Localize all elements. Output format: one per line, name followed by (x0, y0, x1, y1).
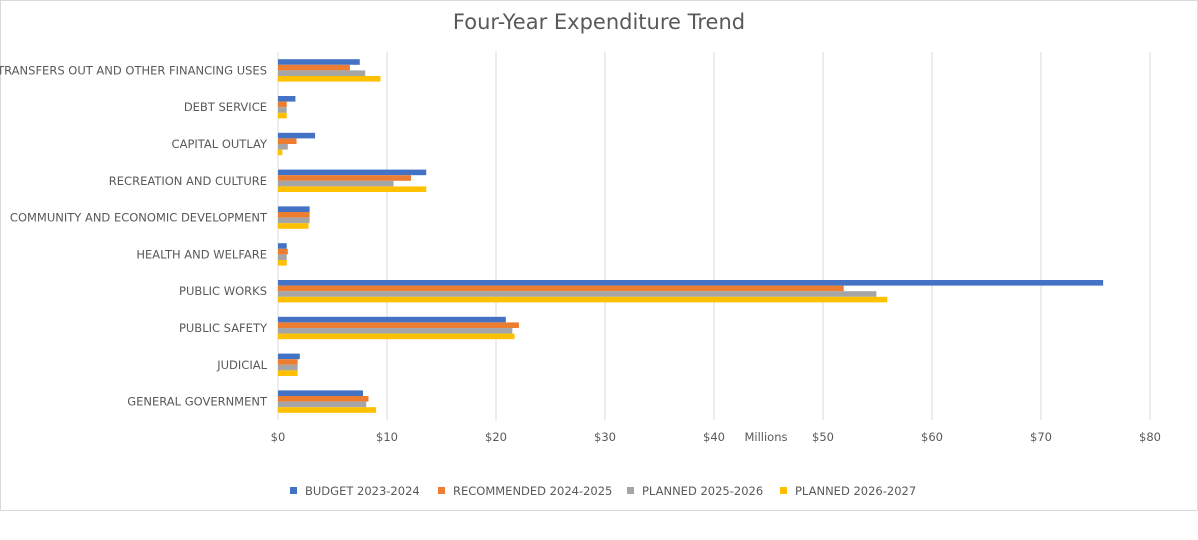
bar (278, 132, 316, 139)
bar (278, 285, 844, 292)
bar (278, 316, 506, 323)
bar (278, 70, 366, 76)
legend-swatch (627, 487, 634, 494)
category-label: TRANSFERS OUT AND OTHER FINANCING USES (0, 63, 267, 77)
bar (278, 291, 877, 297)
x-tick-labels: $0 $10 $20 $30 $40 $50 $60 $70 $80 (271, 430, 1161, 444)
bar (278, 186, 427, 192)
x-tick-label: $50 (812, 430, 834, 444)
legend-swatch (290, 487, 297, 494)
bar (278, 396, 369, 402)
bar (278, 328, 513, 334)
bar (278, 359, 298, 365)
bar (278, 149, 283, 156)
bar (278, 96, 296, 102)
bar (278, 180, 394, 187)
bar (278, 296, 888, 303)
bar (278, 64, 350, 71)
category-label: GENERAL GOVERNMENT (127, 395, 268, 409)
category-label: RECREATION AND CULTURE (109, 174, 267, 188)
x-tick-label: $40 (703, 430, 725, 444)
bar (278, 254, 287, 260)
x-tick-label: $80 (1139, 430, 1161, 444)
bar (278, 144, 288, 150)
x-tick-label: $60 (921, 430, 943, 444)
legend-label: RECOMMENDED 2024-2025 (453, 484, 612, 498)
bar (278, 223, 309, 229)
category-label: JUDICIAL (216, 358, 267, 372)
legend-swatch (780, 487, 787, 494)
bar (278, 407, 377, 413)
chart-frame (0, 0, 1198, 511)
category-labels: GENERAL GOVERNMENT JUDICIAL PUBLIC SAFETY P… (0, 63, 268, 408)
bar (278, 59, 360, 65)
category-label: PUBLIC WORKS (179, 284, 267, 298)
bar (278, 280, 1104, 286)
category-label: HEALTH AND WELFARE (136, 247, 267, 261)
bar (278, 169, 427, 176)
bar (278, 175, 411, 181)
x-axis-unit-label: Millions (744, 430, 787, 444)
bar (278, 390, 364, 396)
category-label: COMMUNITY AND ECONOMIC DEVELOPMENT (10, 211, 268, 225)
bar (278, 138, 297, 144)
bar (278, 333, 515, 340)
bars (278, 59, 1104, 413)
category-label: PUBLIC SAFETY (179, 321, 268, 335)
bar (278, 107, 287, 113)
bar (278, 322, 519, 328)
legend-label: PLANNED 2025-2026 (642, 484, 763, 498)
bar (278, 260, 287, 266)
chart-title: Four-Year Expenditure Trend (452, 10, 746, 34)
x-tick-label: $0 (271, 430, 286, 444)
category-label: CAPITAL OUTLAY (172, 137, 268, 151)
x-tick-label: $10 (376, 430, 398, 444)
x-tick-label: $70 (1030, 430, 1052, 444)
bar (278, 101, 287, 108)
legend-swatch (438, 487, 445, 494)
bar (278, 76, 381, 82)
bar (278, 364, 298, 371)
bar (278, 112, 287, 119)
bar (278, 217, 310, 224)
gridlines (277, 52, 1151, 420)
x-tick-label: $30 (594, 430, 616, 444)
x-tick-label: $20 (485, 430, 507, 444)
bar (278, 206, 310, 212)
bar (278, 370, 298, 376)
bar (278, 248, 288, 255)
bar (278, 401, 367, 408)
legend: BUDGET 2023-2024 RECOMMENDED 2024-2025 PLA… (290, 484, 916, 498)
bar (278, 212, 310, 218)
category-label: DEBT SERVICE (184, 100, 267, 114)
legend-label: BUDGET 2023-2024 (305, 484, 420, 498)
legend-label: PLANNED 2026-2027 (795, 484, 916, 498)
bar (278, 353, 300, 360)
bar (278, 243, 287, 249)
